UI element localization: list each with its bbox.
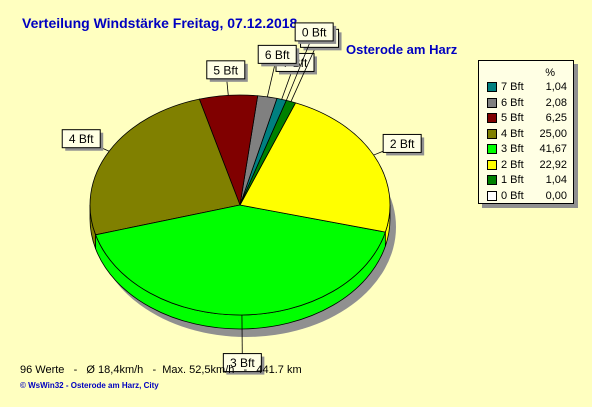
legend-value: 41,67: [539, 143, 567, 155]
pie-slice-3-bft: [95, 204, 386, 316]
legend-swatch: [487, 128, 497, 139]
slice-label-0-bft: 0 Bft: [285, 22, 337, 101]
label-text: 6 Bft: [265, 48, 290, 62]
legend-header: %: [545, 67, 555, 79]
legend-value: 6,25: [545, 112, 567, 124]
legend-swatch: [487, 159, 497, 170]
legend-label: 7 Bft: [501, 81, 524, 93]
legend-value: 1,04: [545, 174, 567, 186]
label-box: [222, 353, 262, 373]
legend-value: 0,00: [545, 189, 567, 202]
legend-label: 5 Bft: [501, 112, 524, 124]
footer-stats: 96 Werte - Ø 18,4km/h - Max. 52,5km/h - …: [20, 364, 302, 376]
legend-row-5-bft: 5 Bft 6,25: [487, 112, 571, 124]
legend-value: 22,92: [539, 158, 567, 171]
legend-swatch: [487, 144, 497, 154]
legend-row-2-bft: 2 Bft 22,92: [487, 159, 571, 171]
legend: % 7 Bft 1,04 6 Bft 2,08 5 Bft 6,25 4 Bft 25,00 3…: [478, 60, 574, 204]
legend-swatch: [487, 97, 497, 108]
legend-label: 6 Bft: [501, 96, 524, 109]
legend-swatch: [487, 113, 497, 123]
legend-label: 1 Bft: [501, 174, 524, 186]
credit-line: © WsWin32 - Osterode am Harz, City: [20, 381, 159, 390]
legend-swatch: [487, 190, 497, 201]
legend-swatch: [487, 175, 497, 185]
legend-label: 2 Bft: [501, 158, 524, 171]
legend-row-1-bft: 1 Bft 1,04: [487, 174, 571, 186]
legend-row-3-bft: 3 Bft 41,67: [487, 143, 571, 155]
legend-swatch: [487, 82, 497, 92]
label-text: 3 Bft: [230, 356, 255, 370]
legend-row-0-bft: 0 Bft 0,00: [487, 190, 571, 202]
label-text: 0 Bft: [302, 25, 327, 39]
legend-label: 3 Bft: [501, 143, 524, 155]
slice-label-4-bft: 4 Bft: [61, 129, 110, 152]
label-text: 4 Bft: [69, 132, 94, 146]
label-box: [61, 129, 101, 149]
legend-value: 25,00: [539, 127, 567, 140]
slice-label-6-bft: 6 Bft: [257, 44, 300, 97]
legend-row-6-bft: 6 Bft 2,08: [487, 97, 571, 109]
legend-label: 4 Bft: [501, 127, 524, 140]
chart-title: Verteilung Windstärke Freitag, 07.12.201…: [22, 15, 298, 31]
legend-row-4-bft: 4 Bft 25,00: [487, 128, 571, 140]
legend-value: 1,04: [545, 81, 567, 93]
slice-label-2-bft: 2 Bft: [373, 133, 425, 156]
pie-slice-2-bft: [239, 102, 391, 233]
label-box: [382, 133, 422, 153]
label-text: 2 Bft: [390, 137, 415, 151]
pie-slice-4-bft: [89, 98, 241, 236]
label-box: [294, 22, 334, 42]
location-label: Osterode am Harz: [346, 42, 458, 57]
legend-value: 2,08: [545, 96, 567, 109]
label-box: [257, 44, 297, 64]
slice-label-5-bft: 5 Bft: [206, 60, 248, 96]
label-box: [206, 60, 246, 80]
legend-label: 0 Bft: [501, 189, 524, 202]
label-text: 5 Bft: [213, 63, 238, 77]
legend-row-7-bft: 7 Bft 1,04: [487, 81, 571, 93]
slice-label-3-bft: 3 Bft: [222, 314, 265, 375]
